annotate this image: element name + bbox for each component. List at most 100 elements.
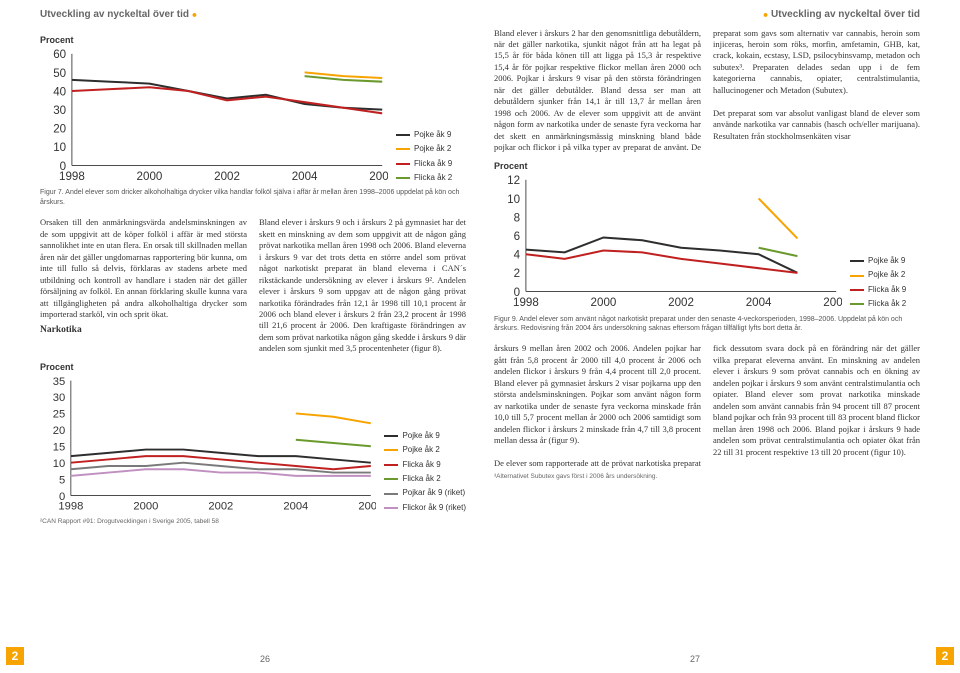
chart3-ylabel: Procent [494, 160, 920, 172]
left-para-1: Orsaken till den anmärkningsvärda andels… [40, 217, 247, 319]
svg-text:1998: 1998 [513, 296, 539, 309]
section-tab-left: 2 [6, 647, 24, 665]
legend-item: Pojke åk 9 [396, 128, 466, 142]
header-dot-left: ● [192, 9, 197, 19]
left-page: Procent 01020304050601998200020022004200… [40, 28, 466, 537]
legend-item: Flicka åk 9 [850, 283, 920, 297]
svg-text:2004: 2004 [292, 170, 318, 183]
right-para-6: dock på en förändring när det gäller vil… [713, 343, 920, 456]
legend-label: Flicka åk 9 [868, 283, 906, 297]
legend-label: Pojke åk 9 [868, 254, 905, 268]
svg-text:10: 10 [507, 193, 520, 206]
chart1-ylabel: Procent [40, 34, 466, 46]
svg-text:6: 6 [514, 230, 520, 243]
legend-item: Flicka åk 2 [384, 472, 466, 486]
section-tab-right: 2 [936, 647, 954, 665]
svg-text:2000: 2000 [591, 296, 617, 309]
legend-swatch [384, 449, 398, 451]
right-body-columns-bottom: årskurs 9 mellan åren 2002 och 2006. And… [494, 343, 920, 469]
legend-swatch [850, 260, 864, 262]
right-para-3: Det preparat som var absolut vanligast b… [713, 108, 920, 141]
legend-label: Pojke åk 2 [868, 268, 905, 282]
svg-text:60: 60 [53, 48, 66, 61]
svg-text:5: 5 [59, 474, 65, 486]
right-para-4: årskurs 9 mellan åren 2002 och 2006. And… [494, 343, 701, 445]
svg-text:2000: 2000 [133, 501, 158, 513]
svg-text:20: 20 [53, 122, 66, 135]
legend-swatch [384, 435, 398, 437]
legend-label: Flickor åk 9 (riket) [402, 501, 466, 515]
legend-swatch [384, 493, 398, 495]
chart2-footnote: ²CAN Rapport #91: Drogutvecklingen i Sve… [40, 518, 466, 527]
legend-item: Flicka åk 2 [396, 171, 466, 185]
svg-text:2004: 2004 [283, 501, 308, 513]
svg-text:30: 30 [53, 392, 65, 404]
narkotika-heading: Narkotika [40, 324, 247, 337]
svg-text:1998: 1998 [58, 501, 83, 513]
right-body-columns-top: Bland elever i årskurs 2 har den genomsn… [494, 28, 920, 154]
right-para-1: Bland elever i årskurs 2 har den genomsn… [494, 28, 701, 153]
legend-swatch [396, 148, 410, 150]
chart1-plot: 010203040506019982000200220042006 [40, 48, 388, 186]
chart2-plot: 0510152025303519982000200220042006 [40, 375, 376, 515]
legend-swatch [384, 478, 398, 480]
legend-label: Flicka åk 2 [414, 171, 452, 185]
legend-label: Pojke åk 2 [402, 443, 439, 457]
legend-swatch [396, 177, 410, 179]
legend-item: Flicka åk 9 [396, 157, 466, 171]
chart-figure-8: Procent 05101520253035199820002002200420… [40, 361, 466, 527]
legend-label: Pojke åk 2 [414, 142, 451, 156]
chart3-caption: Figur 9. Andel elever som använt något n… [494, 315, 920, 334]
svg-text:8: 8 [514, 211, 520, 224]
legend-item: Pojke åk 2 [850, 268, 920, 282]
svg-text:40: 40 [53, 85, 66, 98]
legend-swatch [384, 464, 398, 466]
svg-text:10: 10 [53, 458, 65, 470]
legend-swatch [396, 134, 410, 136]
svg-text:20: 20 [53, 425, 65, 437]
legend-label: Pojke åk 9 [414, 128, 451, 142]
legend-label: Flicka åk 2 [868, 297, 906, 311]
legend-label: Flicka åk 2 [402, 472, 440, 486]
chart-figure-7: Procent 01020304050601998200020022004200… [40, 34, 466, 208]
chart1-legend: Pojke åk 9Pojke åk 2Flicka åk 9Flicka åk… [396, 128, 466, 186]
svg-text:2004: 2004 [746, 296, 772, 309]
svg-text:1998: 1998 [59, 170, 85, 183]
running-header: Utveckling av nyckeltal över tid ● ● Utv… [0, 0, 960, 28]
page-number-right: 27 [690, 653, 700, 665]
svg-text:2006: 2006 [358, 501, 376, 513]
svg-text:10: 10 [53, 141, 66, 154]
chart2-ylabel: Procent [40, 361, 466, 373]
chart-figure-9: Procent 02468101219982000200220042006 Po… [494, 160, 920, 334]
legend-swatch [384, 507, 398, 509]
legend-swatch [850, 289, 864, 291]
legend-label: Flicka åk 9 [402, 458, 440, 472]
chart3-plot: 02468101219982000200220042006 [494, 174, 842, 312]
header-left-text: Utveckling av nyckeltal över tid [40, 9, 189, 20]
svg-text:2002: 2002 [214, 170, 240, 183]
legend-swatch [850, 275, 864, 277]
left-para-3: dem som uppgivit att de någon gång pröva… [259, 229, 466, 354]
svg-text:25: 25 [53, 409, 65, 421]
svg-text:2002: 2002 [208, 501, 233, 513]
legend-item: Flicka åk 9 [384, 458, 466, 472]
legend-item: Pojke åk 2 [396, 142, 466, 156]
legend-label: Flicka åk 9 [414, 157, 452, 171]
svg-text:4: 4 [514, 248, 521, 261]
header-right-text: Utveckling av nyckeltal över tid [771, 9, 920, 20]
chart3-footnote: ³Alternativet Subutex gavs först i 2006 … [494, 473, 920, 482]
legend-item: Pojke åk 9 [384, 429, 466, 443]
chart3-legend: Pojke åk 9Pojke åk 2Flicka åk 9Flicka åk… [850, 254, 920, 312]
svg-text:50: 50 [53, 66, 66, 79]
page-number-left: 26 [260, 653, 270, 665]
legend-swatch [850, 303, 864, 305]
header-dot-right: ● [763, 9, 768, 19]
legend-item: Pojkar åk 9 (riket) [384, 486, 466, 500]
svg-text:12: 12 [507, 174, 520, 187]
chart2-legend: Pojke åk 9Pojke åk 2Flicka åk 9Flicka åk… [384, 429, 466, 515]
legend-item: Flickor åk 9 (riket) [384, 501, 466, 515]
legend-item: Pojke åk 9 [850, 254, 920, 268]
left-body-columns: Orsaken till den anmärkningsvärda andels… [40, 217, 466, 355]
svg-text:2: 2 [514, 267, 520, 280]
svg-text:30: 30 [53, 104, 66, 117]
